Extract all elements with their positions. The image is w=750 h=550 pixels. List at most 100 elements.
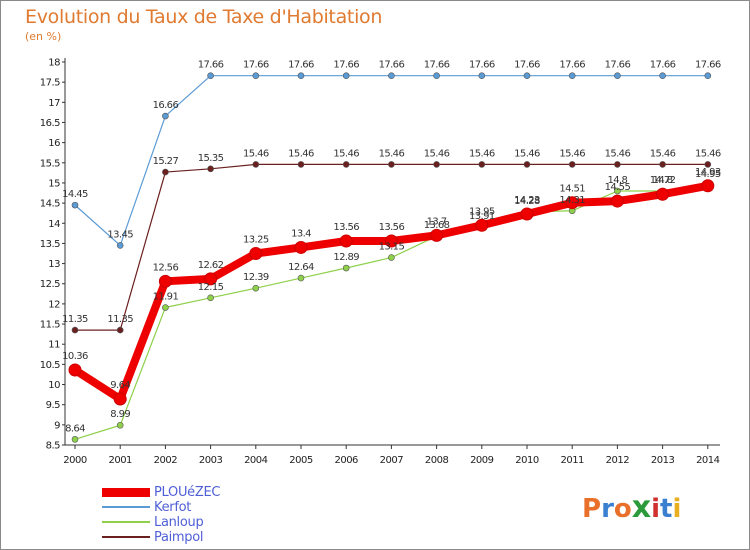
data-label: 17.66 <box>650 60 676 71</box>
data-label: 14.23 <box>514 195 540 206</box>
x-tick-label: 2009 <box>470 455 494 466</box>
data-label: 13.91 <box>469 211 495 222</box>
data-label: 14.55 <box>605 182 631 193</box>
data-label: 15.46 <box>695 148 721 159</box>
data-point <box>207 294 214 302</box>
y-tick-label: 13 <box>48 259 60 270</box>
y-tick-label: 17 <box>48 98 60 109</box>
x-tick-label: 2003 <box>199 455 223 466</box>
data-label: 12.56 <box>153 262 179 273</box>
y-tick-label: 12 <box>48 299 60 310</box>
data-point <box>252 72 260 80</box>
data-label: 17.66 <box>333 60 359 71</box>
data-label: 15.46 <box>243 148 269 159</box>
data-label: 15.27 <box>153 156 179 167</box>
data-label: 15.46 <box>424 148 450 159</box>
data-label: 8.99 <box>110 409 130 420</box>
data-point <box>388 161 395 168</box>
x-tick-label: 2013 <box>651 455 675 466</box>
data-label: 9.64 <box>110 380 130 391</box>
y-tick-label: 13.5 <box>40 239 60 250</box>
data-point <box>204 272 218 286</box>
data-point <box>701 179 715 193</box>
data-label: 15.46 <box>559 148 585 159</box>
y-tick-label: 15.5 <box>40 158 60 169</box>
y-tick-label: 15 <box>48 178 60 189</box>
proxiti-logo: Proxiti <box>582 490 682 525</box>
data-label: 13.45 <box>107 229 133 240</box>
legend-label: Lanloup <box>154 515 204 530</box>
data-point <box>523 72 531 80</box>
data-label: 15.46 <box>288 148 314 159</box>
data-label: 14.95 <box>695 169 721 180</box>
y-tick-label: 10.5 <box>40 360 60 371</box>
legend-label: PLOUéZEC <box>154 485 221 500</box>
data-label: 15.46 <box>379 148 405 159</box>
x-tick-label: 2000 <box>63 455 87 466</box>
legend-label: Paimpol <box>154 530 204 545</box>
data-label: 14.93 <box>695 167 721 178</box>
data-point <box>610 194 624 208</box>
data-point <box>475 218 489 232</box>
data-point <box>388 72 395 80</box>
data-point <box>162 304 169 311</box>
legend-swatch <box>102 506 150 508</box>
data-label: 13.56 <box>379 222 405 233</box>
data-point <box>297 161 305 168</box>
data-point <box>568 72 576 80</box>
data-label: 12.15 <box>198 282 224 293</box>
data-label: 17.66 <box>559 60 585 71</box>
x-tick-label: 2004 <box>244 455 268 466</box>
data-label: 12.64 <box>288 262 314 273</box>
data-point <box>71 436 79 443</box>
data-label: 11.35 <box>62 314 88 325</box>
data-point <box>614 72 621 80</box>
data-point <box>252 161 260 168</box>
data-point <box>523 161 531 168</box>
chart-title: Evolution du Taux de Taxe d'Habitation <box>25 6 383 28</box>
y-tick-label: 14 <box>48 219 60 230</box>
data-label: 17.66 <box>695 60 721 71</box>
data-label: 11.35 <box>107 314 133 325</box>
data-point <box>71 326 79 334</box>
data-label: 13.95 <box>469 206 495 217</box>
data-point <box>207 165 214 173</box>
data-label: 8.64 <box>65 423 85 434</box>
data-label: 13.7 <box>427 216 447 227</box>
y-tick-label: 9.5 <box>46 400 61 411</box>
y-tick-label: 11 <box>48 340 60 351</box>
data-point <box>249 247 263 260</box>
data-label: 17.66 <box>198 60 224 71</box>
data-point <box>342 72 350 80</box>
data-label: 15.35 <box>198 153 224 164</box>
x-tick-label: 2002 <box>154 455 178 466</box>
data-point <box>384 234 398 248</box>
y-tick-label: 8.5 <box>46 441 61 452</box>
data-label: 17.66 <box>243 60 269 71</box>
data-point <box>478 161 486 168</box>
data-label: 14.45 <box>62 189 88 200</box>
y-tick-label: 17.5 <box>40 78 60 89</box>
legend-swatch <box>102 521 150 523</box>
data-point <box>162 168 169 176</box>
x-tick-label: 2006 <box>334 455 358 466</box>
data-label: 15.46 <box>605 148 631 159</box>
data-point <box>71 201 79 209</box>
data-point <box>656 187 670 201</box>
data-point <box>116 326 124 334</box>
data-point <box>113 392 127 406</box>
data-point <box>297 274 305 282</box>
data-label: 12.89 <box>333 252 359 263</box>
data-point <box>207 72 214 80</box>
data-label: 15.46 <box>333 148 359 159</box>
data-point <box>162 112 169 120</box>
data-point <box>659 161 666 168</box>
data-point <box>433 161 440 168</box>
y-tick-label: 14.5 <box>40 199 60 210</box>
data-label: 14.8 <box>653 175 673 186</box>
data-point <box>252 284 260 292</box>
data-label: 13.15 <box>379 242 405 253</box>
x-tick-label: 2011 <box>560 455 584 466</box>
